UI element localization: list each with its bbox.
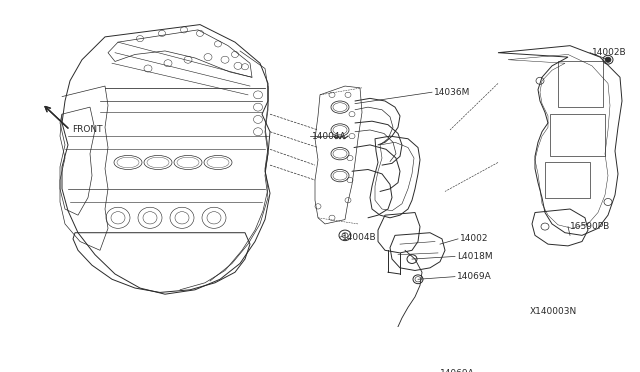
Circle shape bbox=[605, 57, 611, 62]
Text: 14002B: 14002B bbox=[592, 48, 627, 57]
Text: FRONT: FRONT bbox=[72, 125, 102, 134]
Text: 14002: 14002 bbox=[460, 234, 488, 243]
Text: 14069A: 14069A bbox=[457, 272, 492, 281]
Text: 14004A: 14004A bbox=[312, 132, 347, 141]
Text: 14036M: 14036M bbox=[434, 88, 470, 97]
Text: L4018M: L4018M bbox=[457, 252, 493, 261]
Text: 16590PB: 16590PB bbox=[570, 222, 611, 231]
Bar bbox=[550, 114, 605, 156]
Text: 14069A: 14069A bbox=[440, 369, 475, 372]
Bar bbox=[558, 61, 603, 107]
Text: X140003N: X140003N bbox=[530, 307, 577, 316]
Text: 14004B: 14004B bbox=[342, 232, 376, 241]
Bar bbox=[545, 163, 590, 198]
